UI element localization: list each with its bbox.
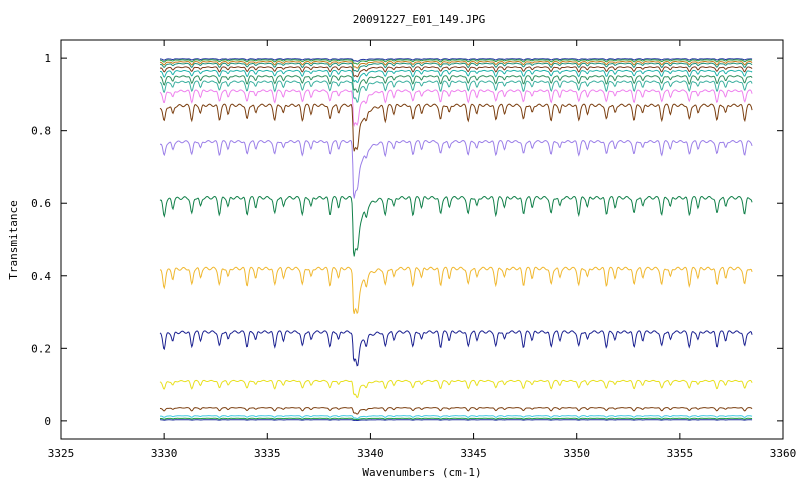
x-tick-label: 3360 (770, 447, 797, 460)
y-tick-label: 1 (44, 52, 51, 65)
series-line (159, 195, 753, 257)
x-tick-label: 3330 (151, 447, 178, 460)
ticks-layer: 3325 3330 3335 3340 3345 3350 3355 3360 0 0.2 0.4 0… (31, 40, 796, 460)
y-axis-label: Transmitance (7, 200, 20, 279)
y-tick-label: 0.8 (31, 125, 51, 138)
series-line (160, 417, 753, 421)
y-tick-label: 0.6 (31, 197, 51, 210)
y-tick-label: 0.4 (31, 270, 51, 283)
x-axis-label: Wavenumbers (cm-1) (362, 466, 481, 479)
series-line (160, 58, 753, 62)
series-line (159, 266, 753, 315)
series-line (159, 66, 753, 78)
y-tick-label: 0.2 (31, 342, 51, 355)
series-line (159, 89, 753, 128)
y-tick-label: 0 (44, 415, 51, 428)
series-line (159, 62, 753, 73)
x-tick-label: 3325 (48, 447, 75, 460)
x-tick-label: 3335 (254, 447, 281, 460)
series-line (159, 69, 753, 83)
plot-frame (60, 39, 784, 440)
series-line (159, 407, 753, 415)
series-line (160, 415, 753, 419)
series-line (159, 61, 753, 69)
x-tick-label: 3345 (460, 447, 487, 460)
x-tick-label: 3355 (667, 447, 694, 460)
series-line (159, 103, 753, 152)
series-line (159, 75, 753, 93)
series-line (159, 330, 753, 367)
series-line (159, 140, 753, 199)
chart-title: 20091227_E01_149.JPG (353, 13, 485, 26)
series-layer (159, 58, 753, 422)
x-tick-label: 3350 (563, 447, 590, 460)
series-line (160, 419, 753, 422)
x-tick-label: 3340 (357, 447, 384, 460)
series-line (159, 379, 753, 399)
series-line (159, 59, 753, 65)
series-line (159, 80, 753, 103)
